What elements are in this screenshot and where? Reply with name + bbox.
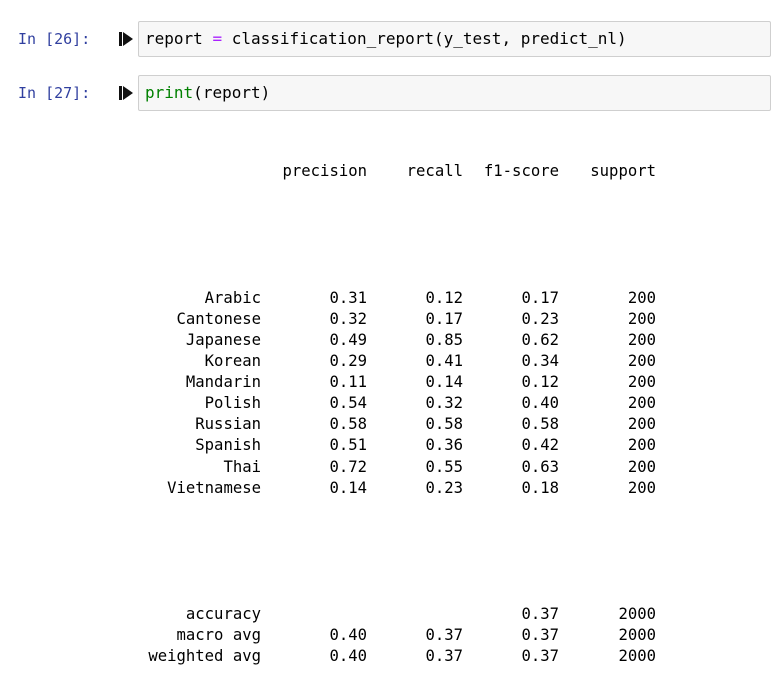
run-cell-icon[interactable] xyxy=(119,32,133,46)
support-value: 200 xyxy=(627,457,656,476)
code-function: classification_report xyxy=(222,29,434,48)
report-row: Thai 0.72 0.55 0.63 200 xyxy=(146,457,656,478)
code-paren-open: ( xyxy=(193,83,203,102)
f1-score-value: 0.42 xyxy=(521,436,559,455)
recall-value: 0.12 xyxy=(425,288,463,307)
row-label: Cantonese xyxy=(176,309,262,328)
precision-value: 0.58 xyxy=(329,415,367,434)
f1-score-value: 0.37 xyxy=(521,647,559,666)
code-input[interactable]: report = classification_report(y_test, p… xyxy=(138,21,771,57)
precision-value: 0.51 xyxy=(329,436,367,455)
precision-value: 0.54 xyxy=(329,394,367,413)
precision-value: 0.11 xyxy=(329,373,367,392)
report-row: weighted avg 0.40 0.37 0.37 2000 xyxy=(146,646,656,667)
precision-value: 0.49 xyxy=(329,330,367,349)
support-value: 200 xyxy=(627,352,656,371)
precision-value: 0.29 xyxy=(329,352,367,371)
support-value: 200 xyxy=(627,436,656,455)
input-prompt: In [27]: xyxy=(18,84,91,102)
code-args: report xyxy=(202,83,261,102)
report-header-row: precision recall f1-score support xyxy=(146,161,657,182)
row-label: macro avg xyxy=(176,626,262,645)
f1-score-value: 0.17 xyxy=(521,288,559,307)
row-label: Mandarin xyxy=(185,373,261,392)
cell-output: precision recall f1-score support Arabic 0.3… xyxy=(146,119,656,689)
recall-value: 0.37 xyxy=(425,626,463,645)
support-value: 2000 xyxy=(618,626,656,645)
code-cell-26[interactable]: In [26]: report = classification_report(… xyxy=(0,21,771,59)
code-args: y_test, predict_nl xyxy=(443,29,618,48)
row-label: accuracy xyxy=(185,605,261,624)
support-value: 200 xyxy=(627,288,656,307)
recall-value: 0.85 xyxy=(425,330,463,349)
support-value: 200 xyxy=(627,415,656,434)
recall-value: 0.36 xyxy=(425,436,463,455)
report-row: accuracy 0.37 2000 xyxy=(146,604,656,625)
header-recall: recall xyxy=(406,162,463,181)
support-value: 200 xyxy=(627,394,656,413)
support-value: 2000 xyxy=(618,605,656,624)
row-label: Spanish xyxy=(195,436,261,455)
run-cell-icon[interactable] xyxy=(119,86,133,100)
row-label: Thai xyxy=(223,457,261,476)
f1-score-value: 0.40 xyxy=(521,394,559,413)
f1-score-value: 0.62 xyxy=(521,330,559,349)
code-operator: = xyxy=(212,29,223,48)
header-f1-score: f1-score xyxy=(483,162,559,181)
support-value: 200 xyxy=(627,373,656,392)
report-row: Polish 0.54 0.32 0.40 200 xyxy=(146,393,656,414)
row-label: Arabic xyxy=(204,288,261,307)
report-row: Mandarin 0.11 0.14 0.12 200 xyxy=(146,372,656,393)
report-row: Japanese 0.49 0.85 0.62 200 xyxy=(146,330,656,351)
report-row: Cantonese 0.32 0.17 0.23 200 xyxy=(146,309,657,330)
code-paren-open: ( xyxy=(434,29,444,48)
class-rows: Arabic 0.31 0.12 0.17 200 Cantonese 0.32 0.17 0.… xyxy=(146,288,656,499)
report-row: Russian 0.58 0.58 0.58 200 xyxy=(146,414,656,435)
precision-value: 0.40 xyxy=(329,647,367,666)
input-prompt: In [26]: xyxy=(18,30,91,48)
code-input[interactable]: print(report) xyxy=(138,75,771,111)
support-value: 200 xyxy=(627,330,656,349)
row-label: Polish xyxy=(204,394,261,413)
summary-rows: accuracy 0.37 2000 macro avg 0.40 0.37 0.37 200… xyxy=(146,604,656,667)
f1-score-value: 0.23 xyxy=(521,309,559,328)
report-row: Spanish 0.51 0.36 0.42 200 xyxy=(146,435,656,456)
row-label: Korean xyxy=(204,352,261,371)
code-variable: report xyxy=(145,29,213,48)
precision-value: 0.32 xyxy=(329,309,367,328)
row-label: Japanese xyxy=(185,330,261,349)
report-row: Arabic 0.31 0.12 0.17 200 xyxy=(146,288,656,309)
blank-row xyxy=(146,224,656,245)
recall-value: 0.32 xyxy=(425,394,463,413)
report-row: Korean 0.29 0.41 0.34 200 xyxy=(146,351,656,372)
blank-row xyxy=(146,541,656,562)
code-paren-close: ) xyxy=(617,29,627,48)
row-label: Russian xyxy=(195,415,261,434)
f1-score-value: 0.58 xyxy=(521,415,559,434)
precision-value: 0.31 xyxy=(329,288,367,307)
report-row: macro avg 0.40 0.37 0.37 2000 xyxy=(146,625,657,646)
recall-value: 0.37 xyxy=(425,647,463,666)
code-builtin: print xyxy=(145,83,194,102)
recall-value: 0.41 xyxy=(425,352,463,371)
f1-score-value: 0.63 xyxy=(521,457,559,476)
header-support: support xyxy=(590,162,656,181)
header-precision: precision xyxy=(282,162,368,181)
precision-value: 0.72 xyxy=(329,457,367,476)
recall-value: 0.55 xyxy=(425,457,463,476)
f1-score-value: 0.37 xyxy=(521,605,559,624)
support-value: 200 xyxy=(627,309,656,328)
precision-value: 0.40 xyxy=(329,626,367,645)
f1-score-value: 0.12 xyxy=(521,373,559,392)
f1-score-value: 0.34 xyxy=(521,352,559,371)
code-paren-close: ) xyxy=(260,83,271,102)
recall-value: 0.17 xyxy=(425,309,463,328)
recall-value: 0.14 xyxy=(425,373,463,392)
row-label: weighted avg xyxy=(148,647,261,666)
support-value: 2000 xyxy=(618,647,656,666)
f1-score-value: 0.37 xyxy=(521,626,559,645)
recall-value: 0.58 xyxy=(425,415,463,434)
code-cell-27[interactable]: In [27]: print(report) xyxy=(0,75,771,113)
